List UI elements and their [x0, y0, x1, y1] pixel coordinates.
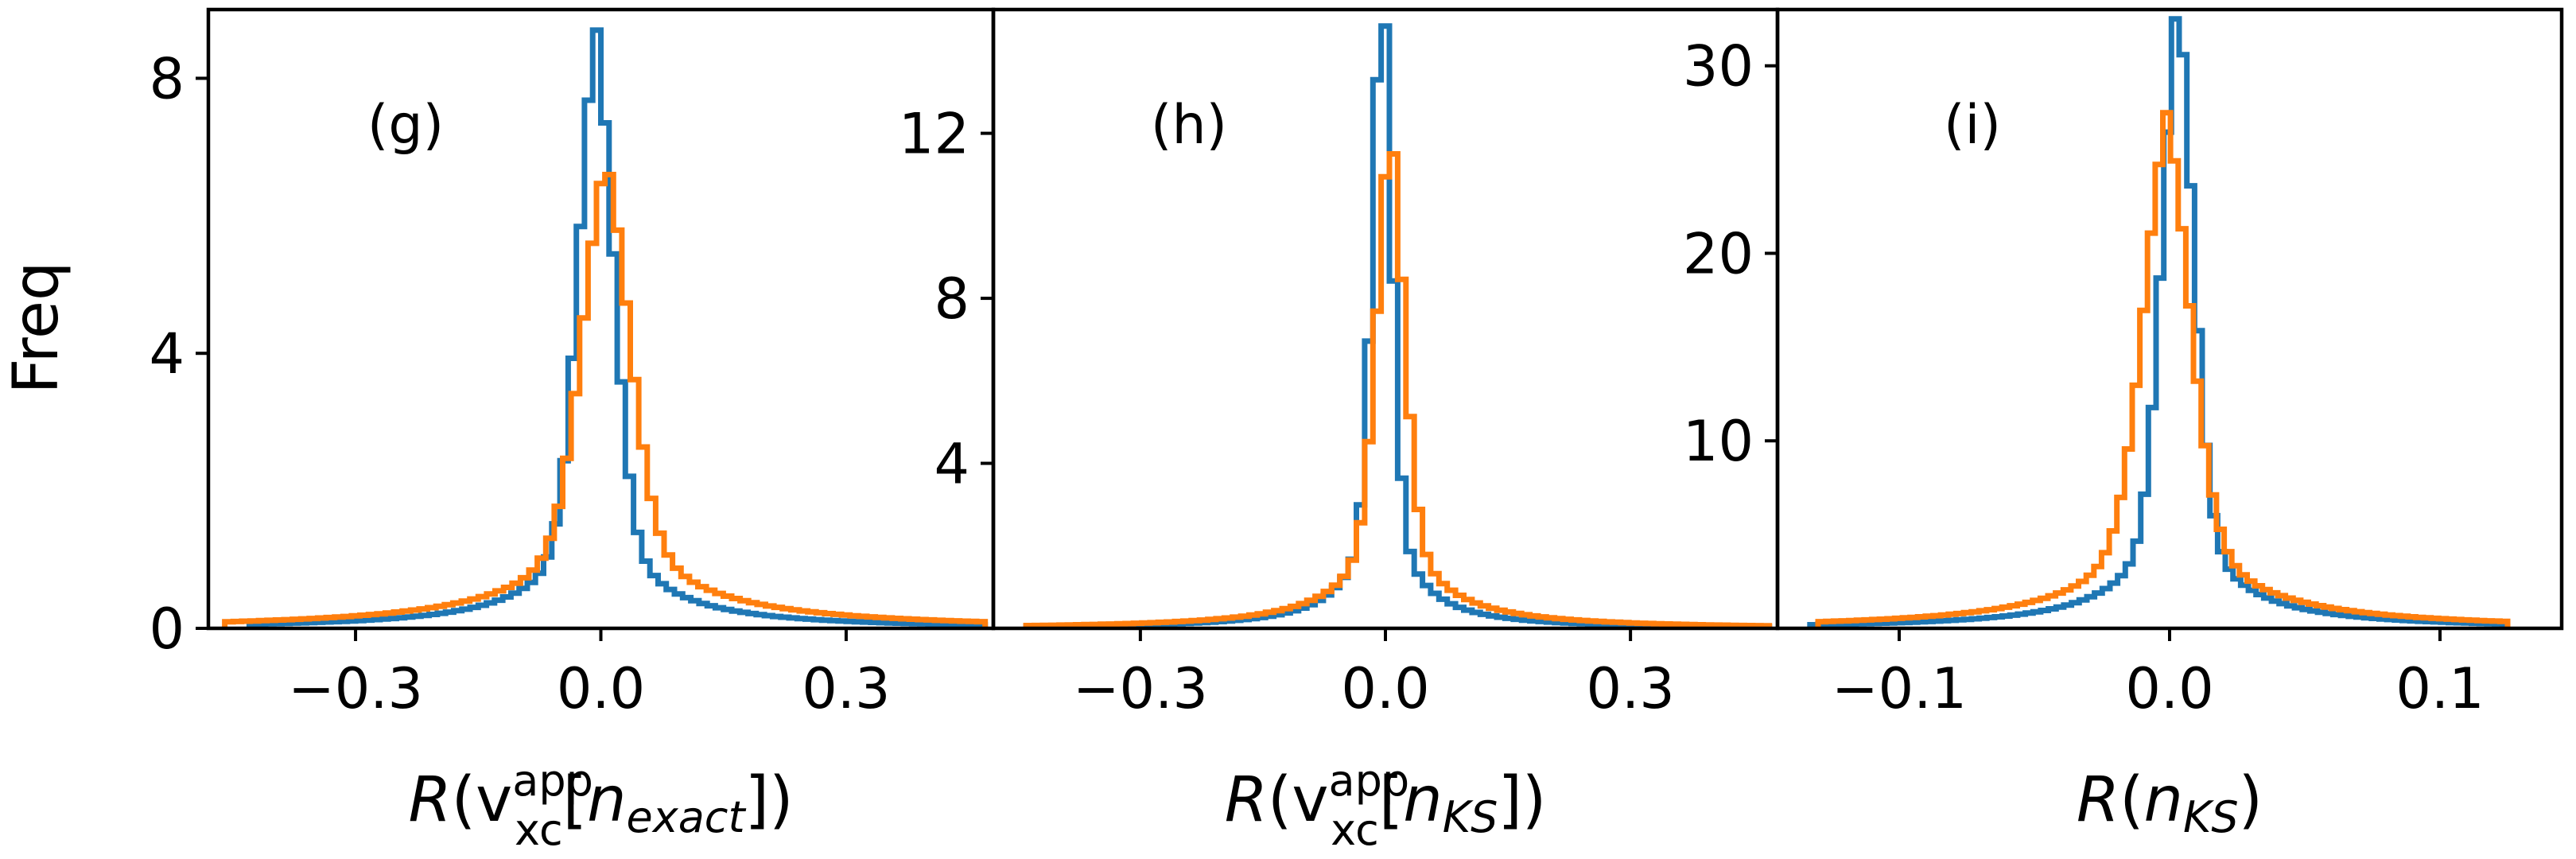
x-title-sub: xc [515, 805, 563, 855]
x-title-paren: ( [452, 764, 476, 836]
y-tick-label: 4 [934, 432, 969, 497]
y-axis-title-group: Freq [1, 261, 72, 394]
panel-h: −0.3 0.0 0.3 4 8 12 (h) R(vapp xc[nKS]) [899, 7, 1780, 855]
y-tick-label: 8 [934, 266, 969, 332]
x-title-arg: n [587, 764, 626, 836]
x-title-bracket: [ [1379, 764, 1403, 836]
x-title-r: R [2077, 764, 2119, 836]
x-title-close: ]) [1498, 764, 1546, 836]
x-tick-label: 0.0 [557, 656, 645, 721]
panel-label: (h) [1151, 94, 1227, 157]
histogram-blue-series [1807, 16, 2505, 628]
y-tick-label: 4 [149, 321, 185, 387]
x-tick-label: 0.0 [2125, 656, 2213, 721]
x-title-v: v [1292, 764, 1328, 836]
x-title-sub: xc [1331, 805, 1379, 855]
x-title-bracket: [ [563, 764, 587, 836]
y-tick-label: 10 [1683, 409, 1754, 474]
x-title-paren: ( [2119, 764, 2143, 836]
panel-i: −0.1 0.0 0.1 10 20 30 (i) R(nKS) [1683, 7, 2564, 842]
x-title-arg: n [1403, 764, 1442, 836]
axes-frame [991, 7, 1780, 631]
y-axis-title: Freq [1, 261, 72, 394]
histogram-orange-series [1815, 110, 2511, 628]
x-title-argsub: KS [1443, 792, 1498, 842]
x-title-close: ]) [745, 764, 794, 836]
x-tick-label: 0.1 [2395, 656, 2484, 721]
y-tick-label: 0 [149, 597, 185, 662]
x-title-paren: ( [1268, 764, 1292, 836]
x-axis-title: R(vapp xc[nexact]) [408, 756, 793, 855]
panel-g: −0.3 0.0 0.3 0 4 8 (g) R(vapp xc[nexact]) [149, 7, 996, 855]
x-tick-label: 0.3 [1586, 656, 1674, 721]
x-title-v: v [476, 764, 512, 836]
x-tick-label: −0.1 [1832, 656, 1967, 721]
x-tick-label: −0.3 [1073, 656, 1208, 721]
histogram-blue-series [246, 27, 989, 628]
panel-label: (g) [367, 94, 444, 157]
histogram-orange-series [1023, 151, 1773, 629]
x-axis-title: R(vapp xc[nKS]) [1225, 756, 1547, 855]
panel-label: (i) [1944, 94, 2001, 157]
x-title-sup: app [1329, 756, 1410, 806]
x-title-r: R [1225, 764, 1268, 836]
x-title-close: ) [2239, 764, 2263, 836]
y-tick-label: 8 [149, 46, 185, 111]
x-tick-label: 0.0 [1341, 656, 1429, 721]
y-tick-label: 30 [1683, 34, 1754, 99]
x-axis-title: R(nKS) [2077, 764, 2263, 842]
histogram-orange-series [222, 172, 989, 628]
x-title-arg: n [2144, 764, 2183, 836]
x-tick-label: 0.3 [802, 656, 890, 721]
x-title-r: R [408, 764, 451, 836]
y-tick-label: 12 [899, 102, 969, 167]
y-tick-label: 20 [1683, 221, 1754, 286]
histogram-blue-series [1023, 23, 1773, 630]
x-title-sup: app [512, 756, 593, 806]
x-tick-label: −0.3 [288, 656, 423, 721]
x-title-argsub: exact [627, 792, 747, 842]
x-title-argsub: KS [2183, 792, 2239, 842]
